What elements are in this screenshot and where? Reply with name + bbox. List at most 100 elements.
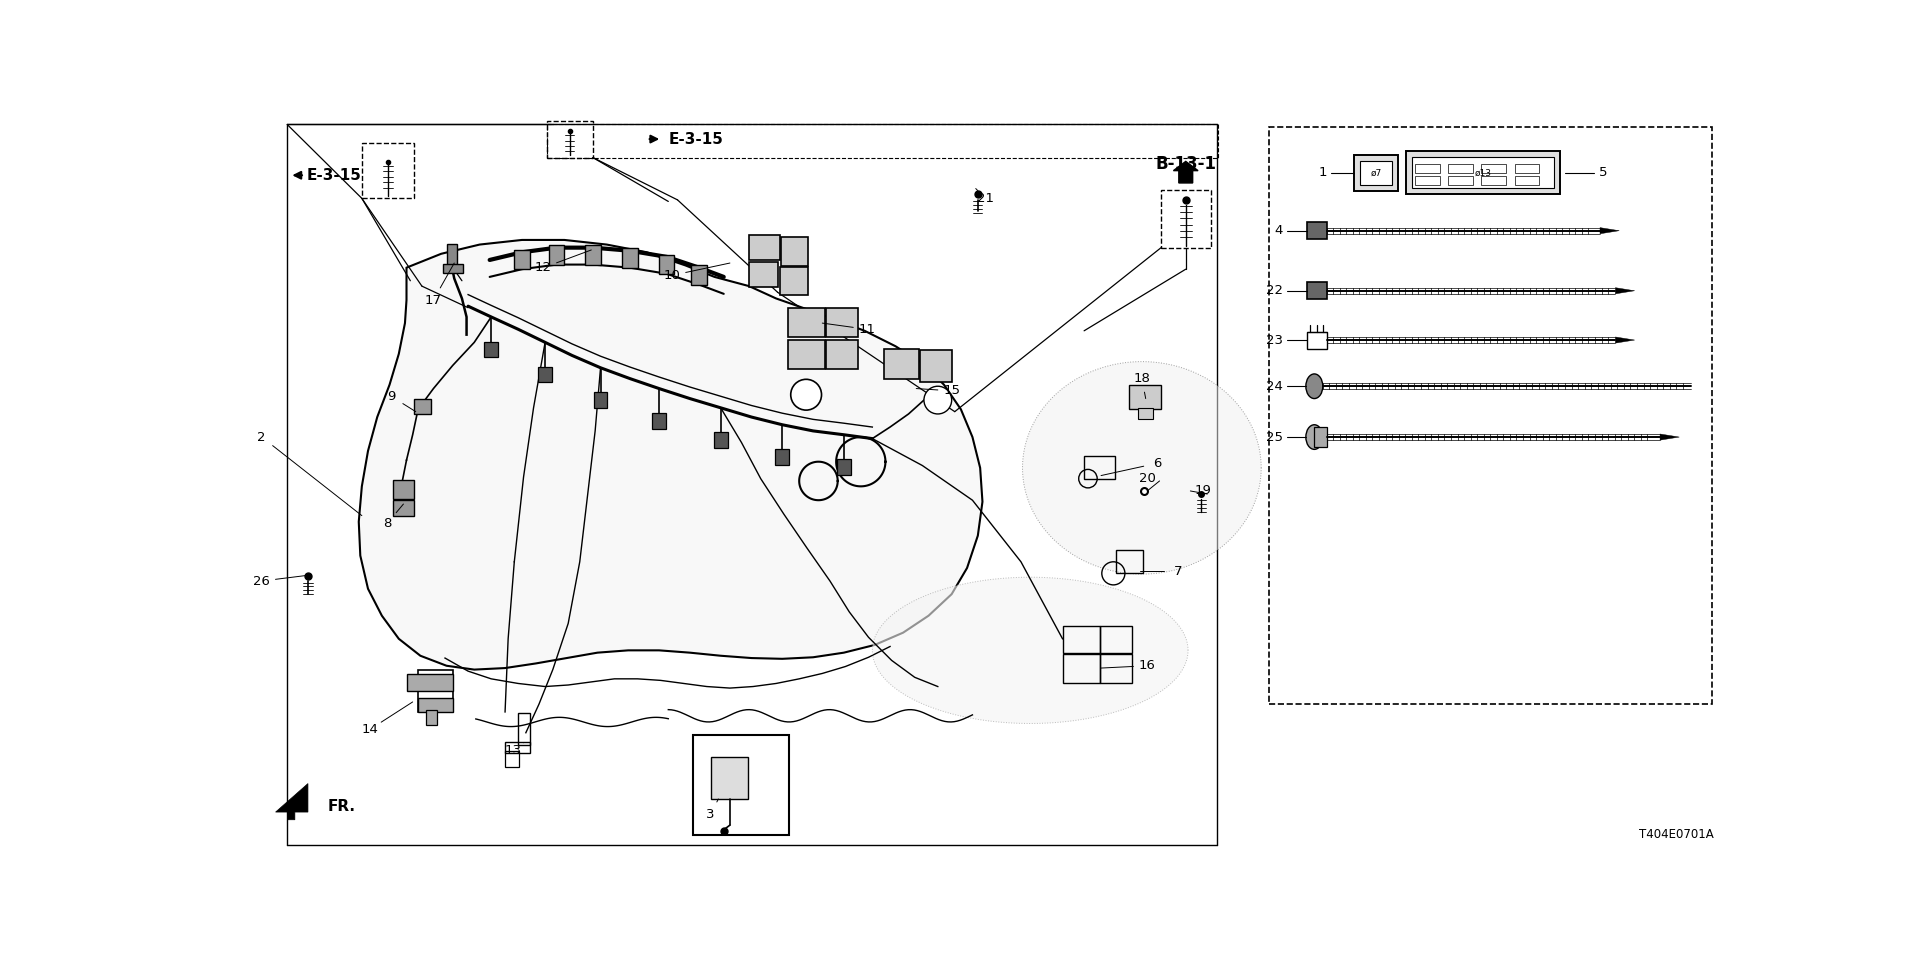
Bar [1359,161,1392,184]
Bar [1269,127,1711,705]
Bar [1100,654,1131,684]
Text: 18: 18 [1133,372,1150,385]
Bar [518,712,530,745]
Bar [1116,550,1144,573]
Bar [1129,385,1162,409]
Bar [1354,156,1398,191]
Bar [1100,626,1131,653]
Text: 6: 6 [1154,457,1162,469]
Text: 20: 20 [1139,472,1156,485]
Bar [787,308,824,337]
Bar [710,756,747,799]
Text: 15: 15 [943,384,960,397]
Text: 26: 26 [253,574,271,588]
Bar [392,500,415,516]
Bar [1515,176,1540,185]
Polygon shape [1615,337,1634,343]
Bar [920,350,952,382]
Bar [691,265,707,284]
Bar [653,413,666,428]
Text: 11: 11 [858,323,876,336]
Polygon shape [1661,434,1680,440]
Text: 10: 10 [664,269,680,282]
Bar [1308,222,1327,239]
Text: 8: 8 [384,516,392,530]
Text: 23: 23 [1265,333,1283,347]
Bar [1411,156,1553,187]
Bar [1085,456,1116,479]
Text: ø7: ø7 [1371,168,1382,178]
Polygon shape [276,783,307,820]
Text: 1: 1 [1319,166,1327,180]
Bar [1062,626,1100,653]
Text: ø13: ø13 [1475,168,1492,178]
Text: 14: 14 [361,723,378,736]
Bar [1482,164,1505,173]
Bar [1482,176,1505,185]
Bar [780,267,808,295]
Bar [1415,176,1440,185]
Bar [419,670,453,712]
Bar [749,235,780,260]
Bar [749,262,778,287]
Bar [1415,164,1440,173]
Ellipse shape [872,577,1188,724]
Bar [714,432,728,447]
Text: 22: 22 [1265,284,1283,298]
Bar [776,449,789,465]
Bar [883,349,918,378]
Bar [1308,282,1327,300]
Bar [659,254,674,274]
Bar [586,246,601,265]
Bar [547,125,1217,157]
Text: 5: 5 [1599,166,1607,180]
Text: 7: 7 [1173,564,1183,578]
Bar [1162,190,1212,248]
Bar [622,249,637,268]
Text: B-13-1: B-13-1 [1156,155,1215,173]
Bar [444,264,463,273]
Bar [484,342,497,357]
Bar [538,367,553,382]
Text: E-3-15: E-3-15 [307,168,361,182]
Text: T404E0701A: T404E0701A [1640,828,1715,841]
Bar [837,460,851,475]
Bar [1515,164,1540,173]
Ellipse shape [1306,424,1323,449]
Bar [1448,164,1473,173]
Circle shape [924,386,952,414]
Bar [415,398,432,414]
Text: 12: 12 [536,261,553,275]
Polygon shape [359,240,983,670]
Bar [787,340,824,370]
Bar [392,480,415,498]
Bar [1308,331,1327,348]
Circle shape [791,379,822,410]
Bar [505,742,530,753]
Bar [419,698,453,712]
Bar [447,244,457,265]
Bar [593,393,607,408]
Bar [549,246,564,265]
Text: 2: 2 [257,431,267,444]
Polygon shape [1615,288,1634,294]
Bar [1062,654,1100,684]
Bar [1405,151,1559,194]
Bar [826,340,858,370]
Text: 9: 9 [388,390,396,403]
Bar [547,121,593,157]
Text: FR.: FR. [328,799,355,814]
Bar [407,674,453,691]
Polygon shape [1599,228,1619,234]
FancyArrow shape [1173,161,1198,183]
Ellipse shape [1023,362,1261,574]
Bar [426,709,438,725]
Bar [505,752,518,767]
Bar [693,735,789,835]
Text: 24: 24 [1265,380,1283,393]
Text: 17: 17 [424,294,442,306]
Ellipse shape [1306,373,1323,398]
Text: 3: 3 [707,808,714,821]
Bar [781,237,808,266]
Bar [1315,427,1327,447]
